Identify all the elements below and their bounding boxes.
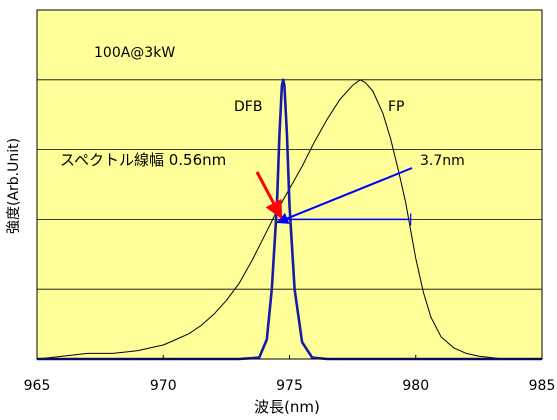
- x-tick-label: 985: [529, 378, 556, 394]
- fp-label: FP: [388, 99, 405, 115]
- y-axis-label: 強度(Arb.Unit): [6, 138, 22, 234]
- series-fp: [36, 79, 542, 360]
- power-label: 100A@3kW: [94, 45, 175, 61]
- annotation-markers: [255, 167, 413, 226]
- series-dfb: [37, 78, 542, 361]
- x-tick-label: 980: [402, 378, 429, 394]
- series-line-fp: [36, 79, 542, 360]
- fp-width-label: 3.7nm: [420, 153, 465, 169]
- dfb-linewidth-arrow: [255, 171, 283, 219]
- dfb-label: DFB: [234, 99, 262, 115]
- x-axis-label: 波長(nm): [254, 398, 320, 416]
- x-axis-ticks: 965 970 975 980 985: [24, 355, 556, 394]
- x-tick-label: 970: [150, 378, 177, 394]
- fp-width-arrow: [276, 167, 413, 224]
- dfb-linewidth-label: スペクトル線幅 0.56nm: [60, 151, 226, 169]
- series-line-dfb: [37, 78, 542, 361]
- x-tick-label: 965: [24, 378, 51, 394]
- x-tick-label: 975: [276, 378, 303, 394]
